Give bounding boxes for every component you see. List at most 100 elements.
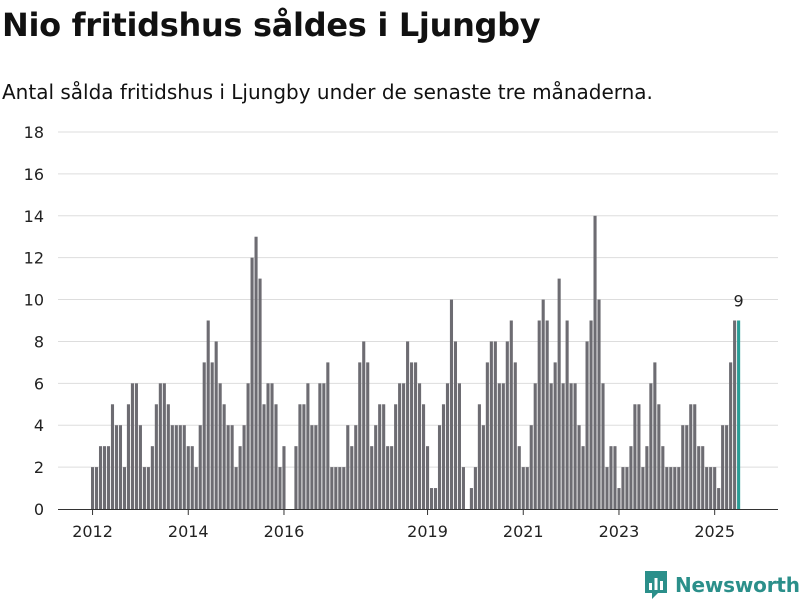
bar — [346, 425, 350, 509]
bar — [725, 425, 729, 509]
bar — [525, 467, 529, 509]
bar — [501, 383, 505, 509]
bar — [246, 383, 250, 509]
bar — [437, 425, 442, 509]
bar — [493, 341, 497, 509]
highlight-value-label: 9 — [734, 292, 744, 311]
bar — [537, 320, 541, 509]
bar — [713, 467, 717, 509]
bar — [505, 341, 509, 509]
bar — [637, 404, 641, 509]
bar — [533, 383, 537, 509]
bar — [146, 467, 150, 509]
bar — [302, 404, 306, 509]
x-tick-label: 2012 — [72, 522, 113, 541]
bar — [445, 383, 450, 509]
bar — [573, 383, 577, 509]
bar — [402, 383, 406, 509]
bar — [477, 404, 481, 509]
bar — [134, 383, 138, 509]
y-tick-label: 6 — [34, 374, 44, 393]
bar — [170, 425, 174, 509]
bar — [174, 425, 178, 509]
bar-highlight — [737, 320, 741, 509]
x-tick-label: 2021 — [503, 522, 544, 541]
bar — [557, 278, 561, 509]
bar — [314, 425, 318, 509]
bar — [98, 446, 103, 509]
bar — [114, 425, 119, 509]
bar — [150, 446, 154, 509]
bar — [665, 467, 669, 509]
bar — [473, 467, 477, 509]
bar — [130, 383, 134, 509]
bar — [721, 425, 725, 509]
bar — [689, 404, 693, 509]
bar — [182, 425, 186, 509]
bar — [306, 383, 310, 509]
bar — [669, 467, 673, 509]
bar — [457, 383, 461, 509]
bar — [661, 446, 665, 509]
bar — [386, 446, 390, 509]
bar — [118, 425, 123, 509]
bar — [577, 425, 581, 509]
bar — [278, 467, 282, 509]
bar — [569, 383, 573, 509]
bar — [597, 299, 601, 509]
bar — [190, 446, 194, 509]
bar — [91, 467, 95, 509]
bar — [250, 257, 254, 509]
bar — [294, 446, 298, 509]
bar — [429, 488, 434, 509]
newsworthy-logo-icon — [645, 571, 667, 599]
bar — [605, 467, 609, 509]
bar — [334, 467, 338, 509]
bar — [433, 488, 438, 509]
bar — [270, 383, 274, 509]
bar — [701, 446, 705, 509]
bar — [406, 341, 410, 509]
bar — [673, 467, 677, 509]
bar — [481, 425, 485, 509]
bar — [198, 425, 202, 509]
bar — [154, 404, 158, 509]
bar — [158, 383, 162, 509]
y-tick-label: 14 — [24, 207, 44, 226]
bar — [681, 425, 685, 509]
bar — [729, 362, 733, 509]
bar — [242, 425, 246, 509]
bar — [178, 425, 182, 509]
bar — [685, 425, 689, 509]
bar — [410, 362, 414, 509]
bar — [350, 446, 354, 509]
bar — [657, 404, 661, 509]
bar — [693, 404, 697, 509]
bar — [266, 383, 270, 509]
bar — [94, 467, 99, 509]
bar — [733, 320, 737, 509]
bar — [717, 488, 721, 509]
bar — [625, 467, 629, 509]
bar — [549, 383, 553, 509]
bar — [565, 320, 569, 509]
bar — [226, 425, 230, 509]
x-tick-label: 2019 — [407, 522, 448, 541]
bar — [122, 467, 126, 509]
bar — [234, 467, 238, 509]
bar — [342, 467, 346, 509]
bar — [210, 362, 214, 509]
bar — [206, 320, 210, 509]
bar — [617, 488, 621, 509]
bar — [601, 383, 605, 509]
bar — [497, 383, 501, 509]
x-tick-label: 2016 — [264, 522, 305, 541]
bar — [326, 362, 330, 509]
bar — [218, 383, 222, 509]
bar — [513, 362, 517, 509]
bar — [194, 467, 198, 509]
x-tick-label: 2023 — [599, 522, 640, 541]
bar — [390, 446, 394, 509]
newsworthy-logo: Newsworthy — [644, 570, 800, 600]
